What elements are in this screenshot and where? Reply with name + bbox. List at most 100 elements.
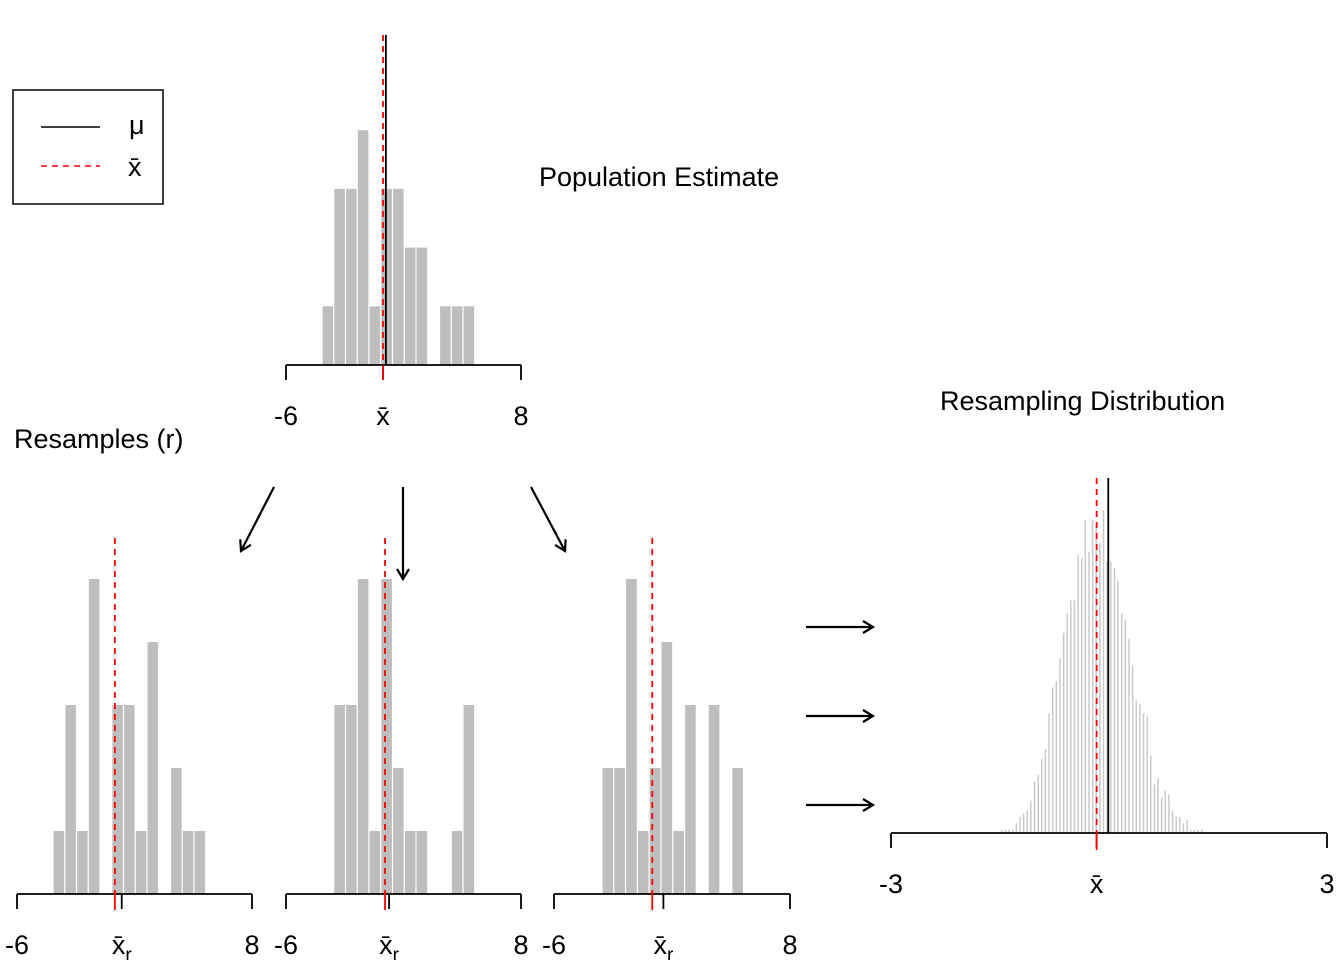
histogram-bar [404, 247, 416, 365]
legend-xbar-label: x̄ [128, 152, 142, 182]
legend: μ x̄ [12, 89, 164, 205]
histogram-bar [53, 831, 65, 894]
histogram-bar [1139, 703, 1141, 833]
histogram-bar [1055, 681, 1058, 833]
histogram-bar [1193, 829, 1196, 833]
histogram-bar [1113, 568, 1116, 833]
histogram-bar [1037, 774, 1039, 833]
histogram-bar [451, 831, 463, 894]
tick-label-max: 8 [513, 401, 528, 431]
histogram-bar [649, 768, 661, 894]
histogram-bar [1102, 510, 1105, 833]
histogram-bar [614, 768, 625, 894]
histogram-bar [637, 831, 649, 894]
histogram-bar [1157, 778, 1159, 833]
histogram-resampling-distribution: -3 x̄ 3 [879, 478, 1335, 899]
histogram-bar [346, 188, 357, 365]
histogram-bar [1186, 820, 1188, 833]
histogram-bar [1081, 558, 1083, 833]
histogram-bar [194, 831, 206, 894]
histogram-bar [346, 705, 357, 894]
tick-label-min: -3 [879, 869, 903, 899]
histogram-bar [135, 831, 147, 894]
tick-label-mean: x̄r [379, 930, 400, 960]
resampling-title: Resampling Distribution [940, 386, 1225, 416]
histogram-bar [1033, 781, 1036, 833]
histogram-bar [77, 831, 88, 894]
histogram-bar [1190, 829, 1192, 833]
histogram-bar [1019, 816, 1021, 833]
arrow-to-resample-3 [530, 486, 567, 553]
histogram-bar [1004, 829, 1007, 833]
tick-label-mean: x̄ [1090, 869, 1104, 899]
histogram-bar [1200, 829, 1203, 833]
histogram-bar [124, 705, 135, 894]
histogram-resample-3: -6 x̄r 8 [542, 538, 798, 960]
histogram-bar [1128, 639, 1130, 833]
histogram-bar [1135, 700, 1137, 833]
histogram-bar [1059, 658, 1061, 833]
tick-label-mean: x̄r [653, 930, 674, 960]
histogram-bar [1001, 829, 1003, 833]
histogram-bar [1070, 600, 1072, 833]
histogram-bar [1073, 600, 1076, 833]
histogram-bar [1091, 519, 1094, 833]
histogram-bar [404, 831, 416, 894]
histogram-bar [732, 768, 743, 894]
histogram-bar [369, 306, 381, 365]
histogram-bar [1026, 810, 1028, 833]
histogram-bar [147, 642, 159, 894]
histogram-bar [393, 768, 404, 894]
tick-label-max: 8 [513, 930, 528, 960]
histogram-bar [1062, 632, 1065, 833]
histogram-bar [1015, 823, 1018, 833]
histogram-bar [1030, 800, 1032, 833]
histogram-bar [440, 306, 451, 365]
histogram-bar [673, 831, 684, 894]
histogram-bar [357, 130, 369, 365]
legend-box [12, 89, 164, 205]
histogram-bar [1171, 810, 1174, 833]
histogram-bar [171, 768, 182, 894]
histogram-bar [1179, 816, 1181, 833]
histogram-bar [1146, 716, 1148, 833]
histogram-bar [626, 579, 637, 894]
histogram-bar [1051, 687, 1054, 833]
histogram-bar [1088, 551, 1090, 833]
histogram-bar [1048, 713, 1050, 833]
tick-label-min: -6 [274, 930, 298, 960]
histogram-bar [1120, 613, 1123, 833]
histogram-bar [1142, 713, 1145, 833]
histogram-bar [661, 642, 673, 894]
histogram-bar [1150, 755, 1152, 833]
histogram-bar [451, 306, 463, 365]
tick-label-max: 3 [1319, 869, 1334, 899]
histogram-bar [1168, 794, 1170, 833]
histogram-bar [708, 705, 720, 894]
histogram-bar [1160, 797, 1163, 833]
histogram-bar [1117, 581, 1119, 833]
histogram-bar [1084, 519, 1087, 833]
histogram-bar [65, 705, 76, 894]
histogram-bar [1099, 542, 1101, 833]
histogram-bar [334, 705, 345, 894]
histogram-bar [1153, 784, 1156, 833]
arrow-to-resample-1 [239, 486, 275, 553]
histogram-bar [381, 579, 392, 894]
histogram-bar [1011, 829, 1014, 833]
tick-label-max: 8 [244, 930, 259, 960]
tick-label-subscript: r [667, 945, 674, 960]
histogram-bar [88, 579, 100, 894]
histogram-bar [463, 306, 475, 365]
tick-label-subscript: r [125, 945, 132, 960]
histogram-bar [393, 188, 404, 365]
resamples-label: Resamples (r) [14, 424, 184, 454]
histogram-bar [602, 768, 614, 894]
legend-mu-label: μ [129, 110, 145, 140]
histogram-resample-2: -6 x̄r 8 [274, 538, 529, 960]
histogram-population: -6 x̄ 8 [274, 35, 529, 431]
histogram-bar [463, 705, 475, 894]
histogram-bar [1110, 561, 1112, 833]
histogram-bar [1041, 758, 1043, 833]
